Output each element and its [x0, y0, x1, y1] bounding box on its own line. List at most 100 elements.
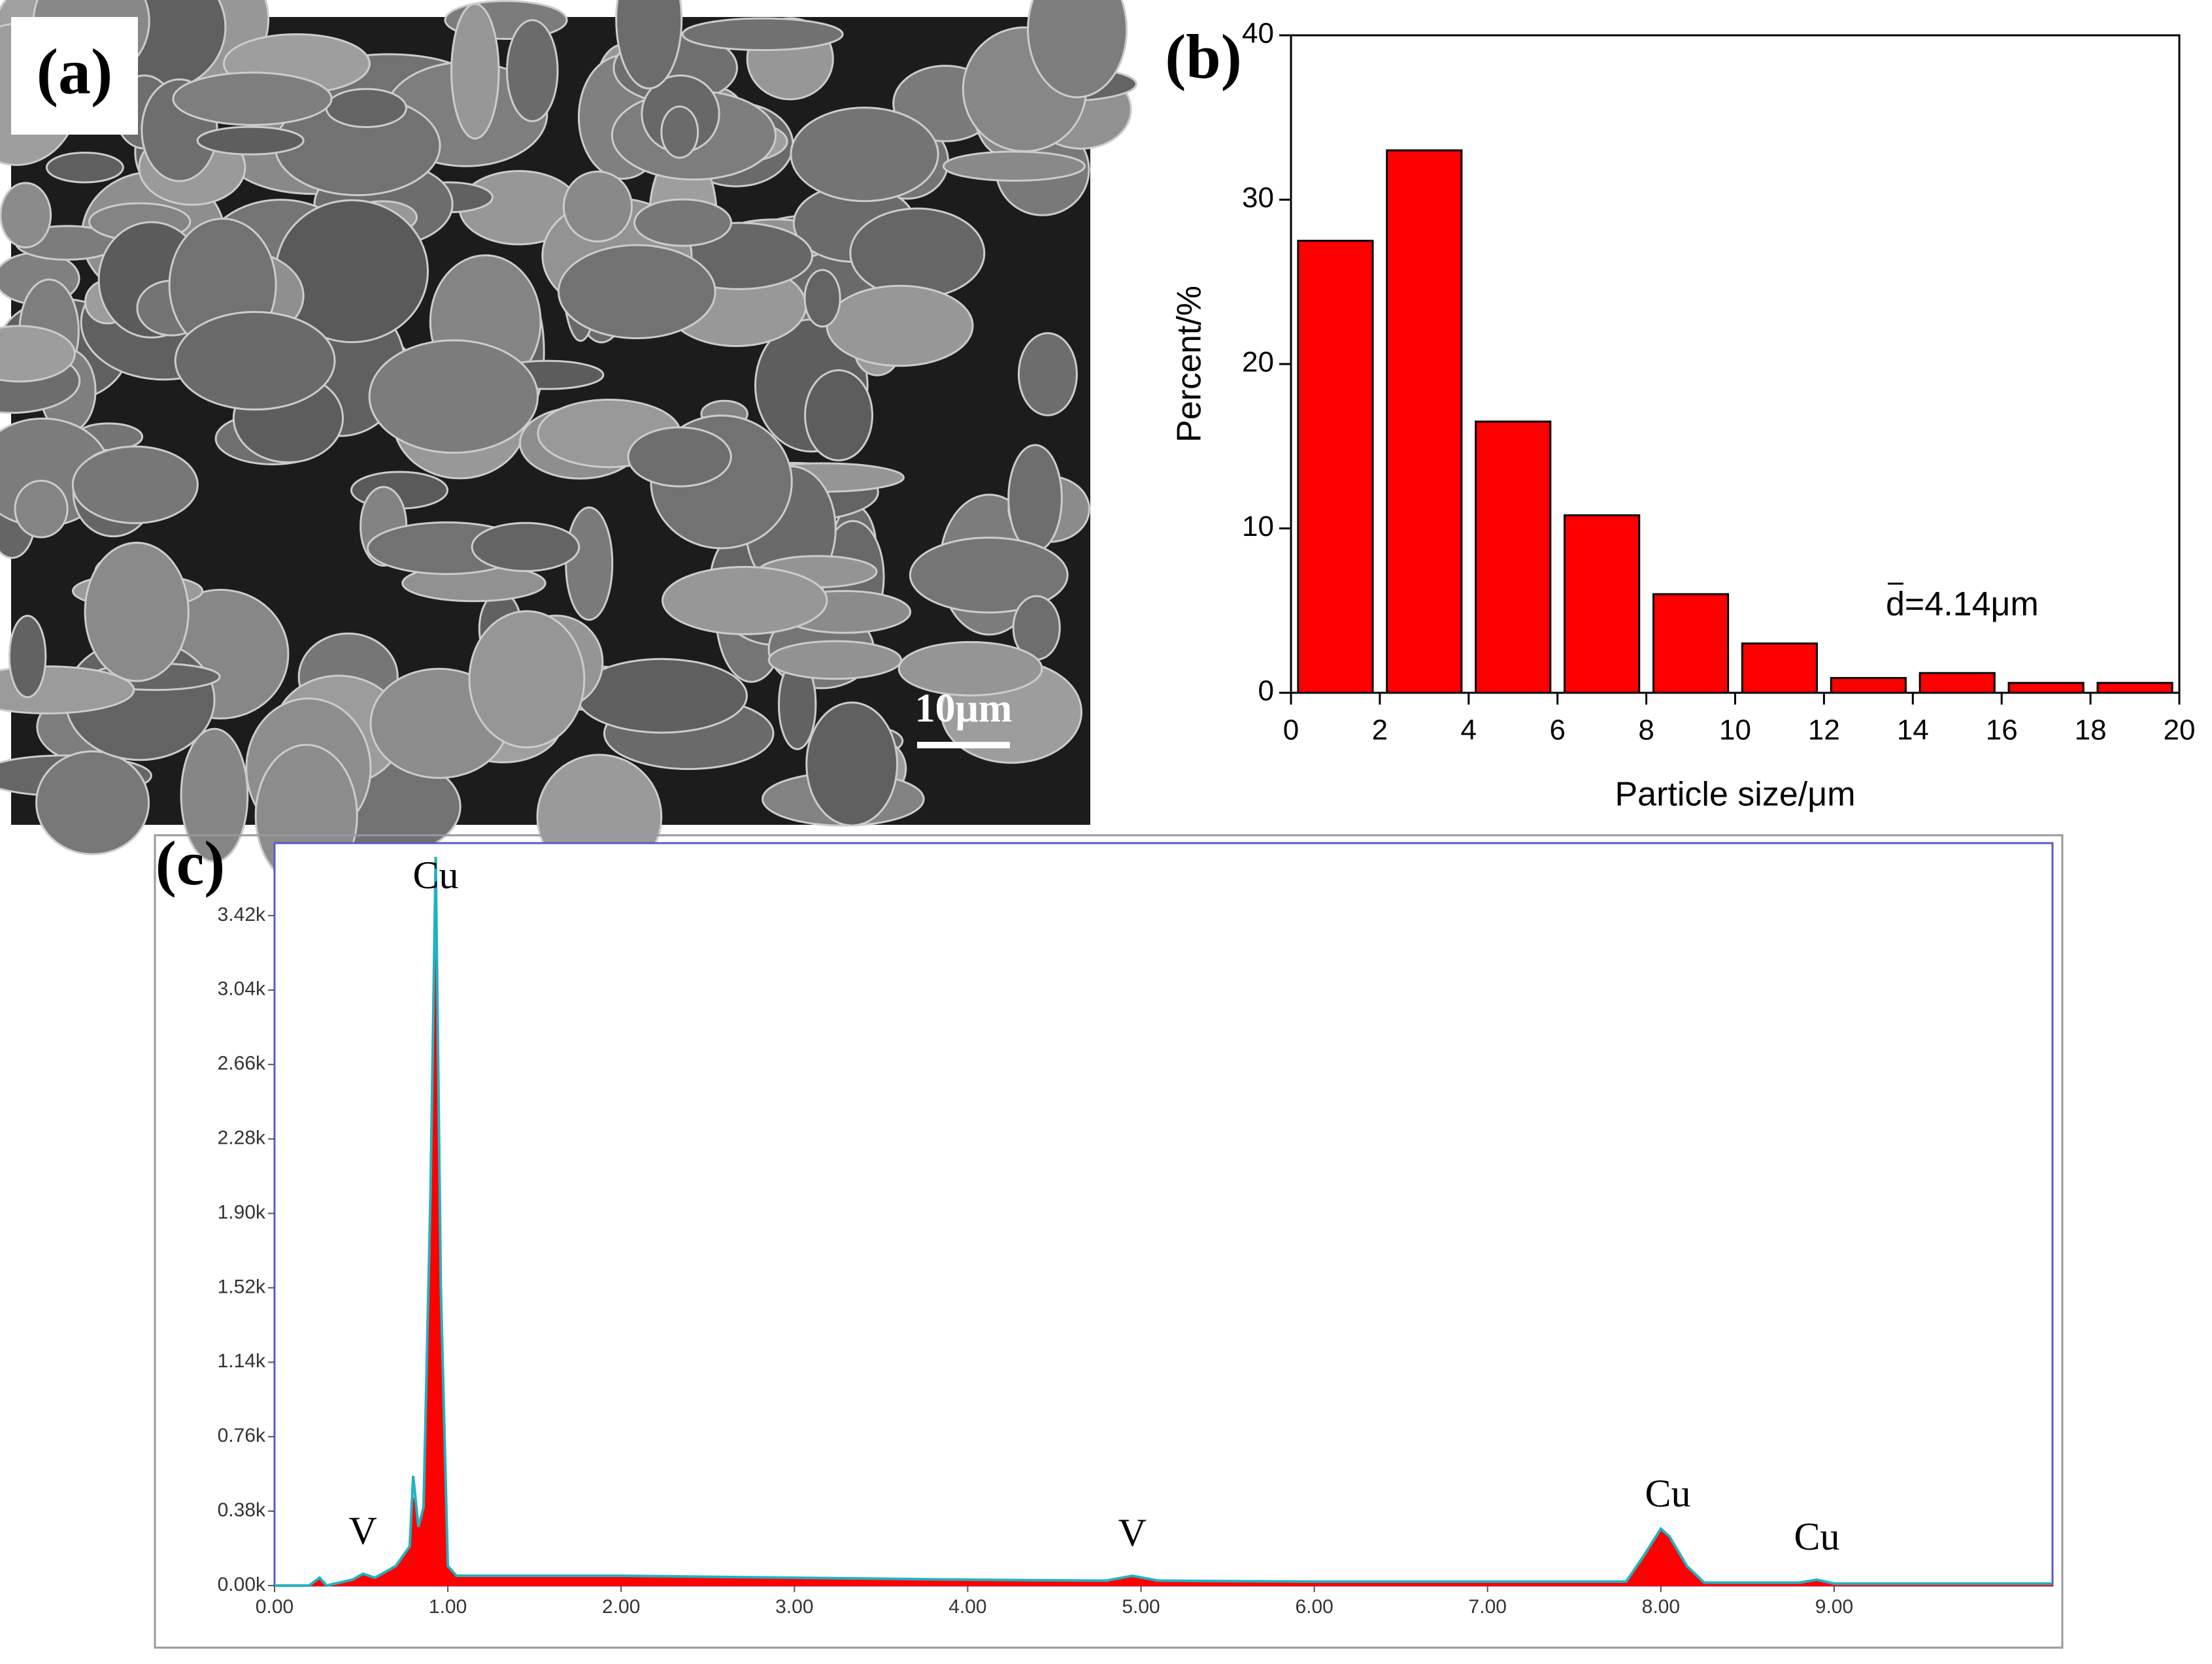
particle: [826, 284, 974, 367]
particle: [662, 565, 828, 635]
label-box: [11, 17, 138, 135]
particle: [196, 125, 305, 156]
particle: [172, 71, 333, 126]
particle: [565, 506, 614, 621]
x-tick-label: 4.00: [948, 1596, 986, 1618]
x-tick-label: 4: [1461, 714, 1477, 746]
particle: [14, 480, 69, 539]
y-tick-label: 1.90k: [218, 1201, 266, 1223]
particle: [0, 325, 76, 383]
x-tick-label: 2: [1372, 714, 1388, 746]
particle: [8, 614, 47, 699]
particle: [1007, 444, 1063, 553]
particle: [767, 640, 903, 680]
y-tick-label: 10: [1242, 510, 1274, 542]
particle: [450, 3, 500, 140]
x-tick-label: 6: [1549, 714, 1565, 746]
y-tick-label: 2.66k: [218, 1053, 266, 1074]
particle: [897, 641, 1043, 697]
particle: [909, 537, 1069, 614]
x-tick-label: 16: [1986, 714, 2018, 746]
panel-c-frame: [154, 834, 2064, 1649]
particle: [562, 170, 633, 242]
x-tick-label: 5.00: [1122, 1596, 1160, 1618]
particle: [506, 19, 559, 122]
panel-label: (a): [37, 35, 113, 108]
y-tick-label: 0.00k: [218, 1574, 266, 1595]
y-tick-label: 30: [1242, 182, 1274, 214]
particle: [790, 107, 939, 203]
particle: [471, 522, 580, 573]
x-tick-label: 7.00: [1469, 1596, 1507, 1618]
particle: [468, 610, 586, 748]
peak-label: V: [349, 1509, 377, 1552]
bar: [1741, 642, 1818, 694]
particle: [942, 150, 1086, 182]
particle: [557, 244, 716, 340]
panel-label: (c): [156, 828, 226, 898]
y-tick-label: 0.76k: [218, 1425, 266, 1446]
x-tick-label: 9.00: [1815, 1596, 1853, 1618]
peak-label: Cu: [413, 854, 459, 897]
particle: [0, 182, 52, 249]
bar: [1386, 149, 1463, 694]
particle: [71, 445, 199, 524]
particle: [803, 269, 841, 328]
bar: [1830, 676, 1907, 694]
spectrum-line: [275, 856, 2053, 1588]
particle: [174, 310, 336, 411]
y-tick-label: 1.52k: [218, 1276, 266, 1297]
particle: [45, 152, 124, 184]
x-tick-label: 0.00: [256, 1596, 293, 1618]
particle: [1017, 332, 1078, 416]
particle: [615, 0, 683, 90]
x-tick-label: 3.00: [775, 1596, 813, 1618]
particle: [325, 88, 407, 128]
y-tick-label: 3.04k: [218, 978, 266, 1000]
peak-label: Cu: [1794, 1515, 1839, 1558]
particle: [849, 207, 986, 299]
annotation: d=4.14μm: [1886, 586, 2039, 624]
bar: [1652, 593, 1730, 694]
x-tick-label: 8.00: [1642, 1596, 1680, 1618]
x-tick-label: 0: [1283, 714, 1299, 746]
x-axis-label: Particle size/μm: [1615, 776, 1855, 814]
particle: [681, 17, 844, 52]
y-tick-label: 0: [1258, 675, 1274, 707]
x-tick-label: 12: [1808, 714, 1840, 746]
particle: [368, 339, 539, 454]
scale-bar-label: 10μm: [915, 686, 1013, 731]
x-tick-label: 8: [1638, 714, 1654, 746]
x-tick-label: 6.00: [1295, 1596, 1333, 1618]
particle: [804, 369, 874, 461]
y-tick-label: 40: [1242, 18, 1274, 50]
particle: [180, 727, 249, 863]
sem-image: [0, 0, 1137, 888]
y-tick-label: 0.38k: [218, 1499, 266, 1521]
bar: [2096, 682, 2173, 694]
x-tick-label: 18: [2075, 714, 2107, 746]
x-tick-label: 10: [1719, 714, 1751, 746]
particle: [660, 105, 699, 159]
particle: [633, 198, 733, 247]
peak-label: V: [1118, 1511, 1147, 1554]
particle: [805, 701, 899, 827]
x-tick-label: 14: [1897, 714, 1929, 746]
particle: [84, 541, 190, 682]
y-tick-label: 3.42k: [218, 904, 266, 925]
y-tick-label: 1.14k: [218, 1350, 266, 1372]
bar: [2007, 682, 2085, 694]
plot-frame: [273, 842, 2054, 1587]
y-tick-label: 2.28k: [218, 1127, 266, 1149]
x-tick-label: 2.00: [602, 1596, 640, 1618]
y-tick-label: 20: [1242, 346, 1274, 378]
bar: [1564, 514, 1641, 694]
y-axis-label: Percent/%: [1171, 286, 1209, 442]
particle: [1027, 0, 1128, 99]
peak-label: Cu: [1645, 1472, 1690, 1515]
x-tick-label: 20: [2164, 714, 2196, 746]
bar: [1919, 672, 1996, 694]
x-tick-label: 1.00: [429, 1596, 467, 1618]
